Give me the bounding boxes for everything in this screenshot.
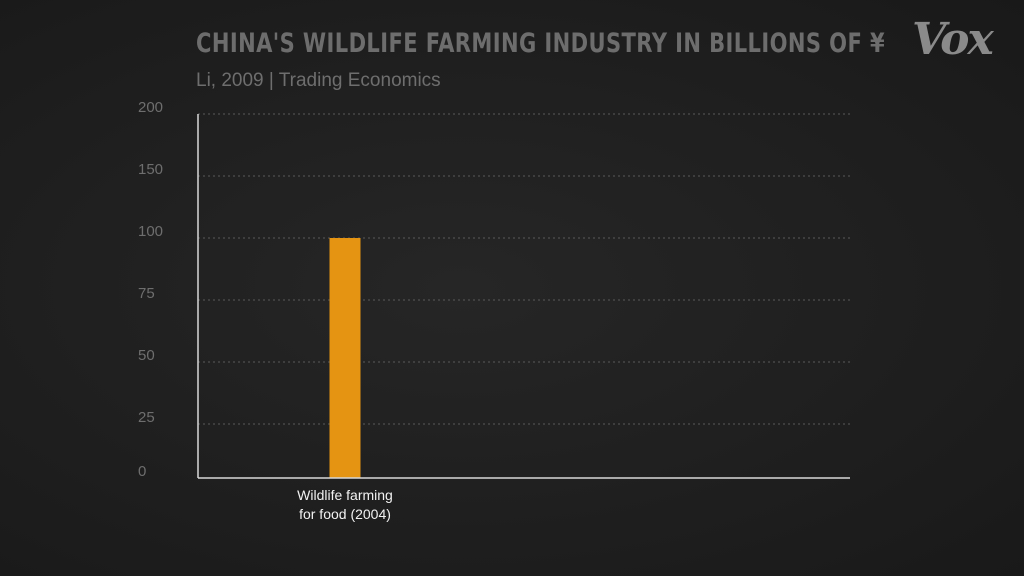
x-axis-ticks: Wildlife farming for food (2004): [297, 487, 393, 522]
y-tick-label: 75: [138, 285, 155, 302]
y-axis-ticks: 0 25 50 75 100 150 200: [138, 99, 163, 480]
y-tick-label: 0: [138, 463, 146, 480]
y-tick-label: 200: [138, 99, 163, 116]
chart-title: China's wildlife farming industry in bil…: [196, 28, 886, 59]
x-tick-label: Wildlife farming for food (2004): [297, 487, 393, 522]
y-tick-label: 50: [138, 347, 155, 364]
axes: [197, 114, 850, 479]
y-tick-label: 100: [138, 223, 163, 240]
y-tick-label: 25: [138, 409, 155, 426]
chart-source: Li, 2009 | Trading Economics: [196, 70, 441, 91]
vox-logo: Vox: [912, 14, 994, 65]
gridlines: [198, 113, 850, 425]
bars: [329, 238, 361, 478]
y-tick-label: 150: [138, 161, 163, 178]
bar: [329, 238, 361, 478]
